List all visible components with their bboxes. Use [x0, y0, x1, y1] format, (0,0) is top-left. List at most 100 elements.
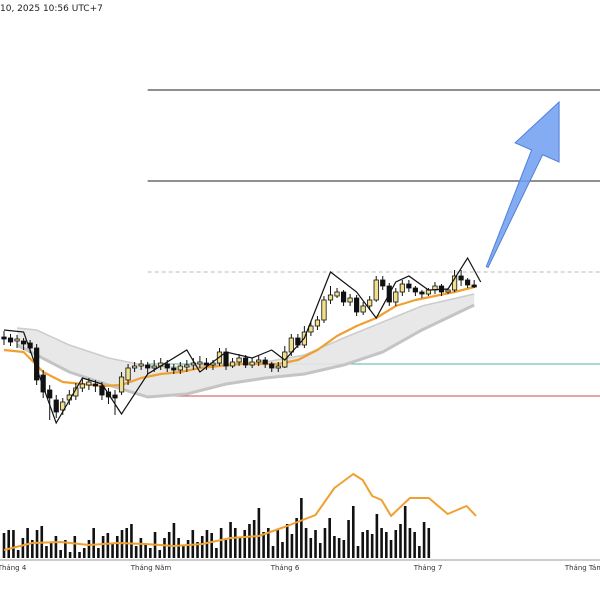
candle-body [367, 299, 373, 307]
volume-bar [403, 506, 407, 558]
candle [14, 335, 20, 348]
candle [321, 296, 327, 323]
volume-bar [295, 518, 298, 558]
candle [7, 334, 14, 346]
candle-body [40, 374, 46, 393]
candle-body [269, 363, 275, 369]
volume-bar [149, 548, 152, 558]
x-tick-label: Tháng 7 [413, 564, 443, 572]
volume-bar [73, 536, 77, 558]
candle-body [262, 359, 268, 365]
candle-body [275, 365, 281, 369]
zigzag-line [3, 256, 482, 425]
volume-bar [375, 514, 379, 558]
candle-body [256, 359, 262, 363]
volume-bar [172, 523, 176, 558]
candle [419, 290, 425, 298]
zigzag-overlay [3, 256, 482, 425]
candle [243, 355, 249, 368]
volume-bar [35, 530, 39, 558]
x-tick-label: Tháng Năm [130, 564, 172, 572]
candle [118, 372, 125, 395]
volume-bar [200, 536, 204, 558]
candle-body [164, 363, 170, 369]
candle [373, 276, 379, 302]
candle [471, 280, 477, 288]
candle-body [177, 365, 183, 371]
volume-bar [408, 528, 412, 558]
candle [229, 358, 236, 368]
candle-body [249, 361, 255, 366]
candle [171, 364, 177, 374]
volume-bar [309, 538, 313, 558]
candle-body [203, 362, 210, 366]
volume-bar [68, 552, 72, 558]
volume-bar [115, 536, 119, 558]
candle-body [425, 289, 432, 295]
candle-body [314, 319, 321, 327]
volume-bar [389, 540, 393, 558]
candle-body [47, 389, 53, 399]
volume-bar [21, 538, 25, 558]
candle [360, 302, 366, 315]
candle-body [118, 376, 125, 393]
arrow-shape [485, 100, 560, 269]
volume-bar [243, 530, 247, 558]
volume-bar [130, 524, 133, 558]
volume-bar [285, 524, 289, 558]
candle [256, 356, 262, 366]
candle-body [1, 336, 7, 340]
volume-bar [356, 546, 360, 558]
x-tick-label: Tháng Tám [564, 564, 600, 572]
candle [308, 322, 314, 336]
volume-bar [271, 546, 275, 558]
candle [249, 358, 255, 368]
candle [380, 276, 386, 290]
volume-bar [342, 540, 346, 558]
candle-body [327, 294, 334, 301]
candle-body [20, 340, 27, 345]
volume-bar [210, 533, 213, 558]
volume-bar [361, 532, 365, 558]
candle-body [288, 337, 294, 353]
candle-body [334, 291, 340, 297]
volume-bar [238, 538, 242, 558]
candle-body [184, 364, 190, 368]
volume-bar [92, 528, 95, 558]
candle [269, 362, 275, 372]
candle [236, 354, 242, 366]
candle [47, 385, 53, 420]
volume-bar [182, 546, 185, 558]
x-tick-label: Tháng 4 [0, 564, 27, 572]
candle-body [131, 365, 138, 369]
candle-body [151, 365, 157, 369]
candle [314, 316, 321, 330]
volume-bar [31, 540, 34, 558]
candle [53, 395, 59, 418]
volume-bar [26, 528, 29, 558]
candle [112, 390, 118, 415]
candle [40, 370, 46, 398]
candle [399, 280, 405, 296]
candle [327, 286, 334, 304]
candle-body [197, 361, 203, 365]
candle-body [53, 399, 59, 413]
candles [1, 270, 477, 420]
volume-bar [422, 522, 426, 558]
volume-bar [64, 540, 67, 558]
volume-bar [351, 506, 355, 558]
volume-bar [97, 548, 100, 558]
candle [393, 288, 399, 306]
candle [20, 338, 27, 350]
volume-bar [300, 498, 303, 558]
volume-bar [366, 530, 369, 558]
volume-bar [314, 530, 317, 558]
candle [282, 346, 288, 368]
candle [145, 362, 151, 374]
volume-bar [337, 538, 341, 558]
volume-bars [2, 498, 431, 558]
candle [432, 282, 438, 294]
chart-timestamp: 10, 2025 10:56 UTC+7 [0, 4, 103, 14]
candle [262, 357, 268, 368]
